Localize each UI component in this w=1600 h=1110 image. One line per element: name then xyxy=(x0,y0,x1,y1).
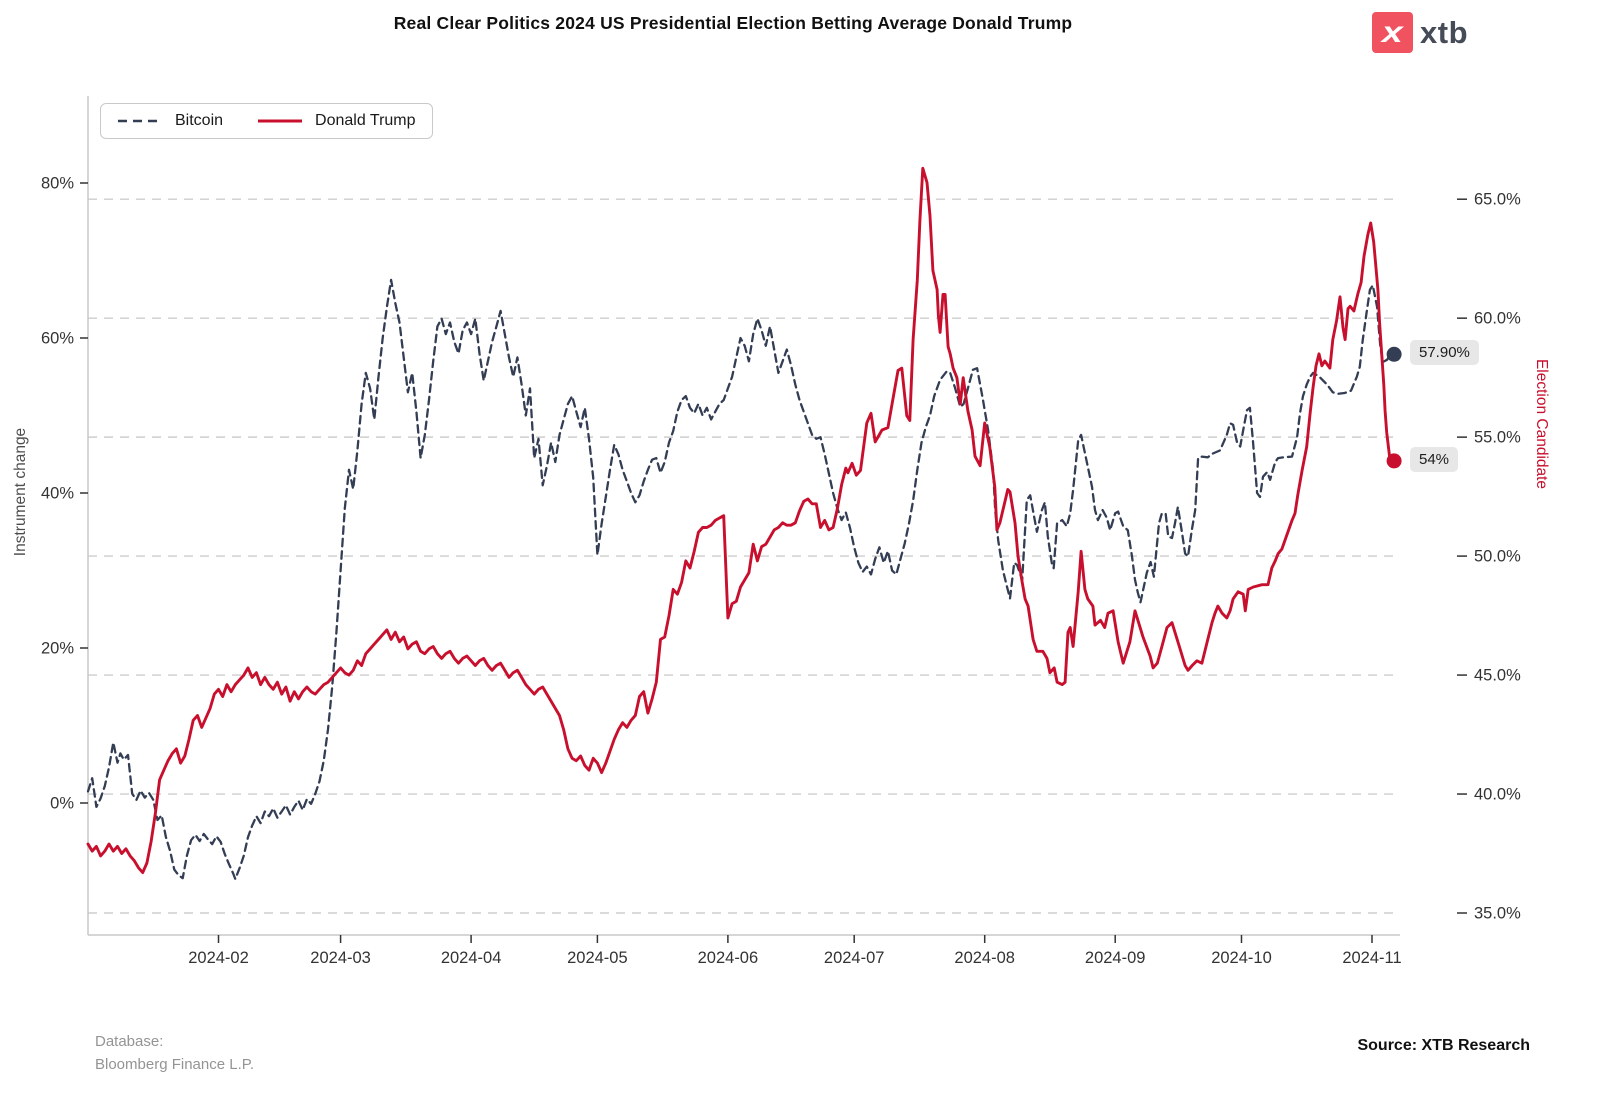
trump-solid-line-icon xyxy=(258,119,303,123)
left-tick-label: 20% xyxy=(41,640,74,658)
right-tick-label: 60.0% xyxy=(1474,310,1521,328)
legend-item-bitcoin: Bitcoin xyxy=(117,112,223,130)
x-tick-label: 2024-02 xyxy=(188,949,249,967)
x-tick-label: 2024-08 xyxy=(954,949,1015,967)
right-tick-label: 45.0% xyxy=(1474,667,1521,685)
left-tick-label: 60% xyxy=(41,330,74,348)
right-tick-label: 65.0% xyxy=(1474,191,1521,209)
left-tick-label: 80% xyxy=(41,175,74,193)
x-tick-label: 2024-05 xyxy=(567,949,628,967)
x-tick-label: 2024-03 xyxy=(310,949,371,967)
x-tick-label: 2024-06 xyxy=(698,949,759,967)
trump-line xyxy=(86,166,1392,875)
xtb-logo: x xtb xyxy=(1372,12,1468,53)
right-tick-label: 50.0% xyxy=(1474,548,1521,566)
x-tick-label: 2024-09 xyxy=(1085,949,1146,967)
left-tick-label: 0% xyxy=(50,795,74,813)
x-tick-label: 2024-07 xyxy=(824,949,885,967)
legend-label-trump: Donald Trump xyxy=(315,112,416,129)
bitcoin-end-dot xyxy=(1386,346,1402,362)
right-axis-title: Election Candidate xyxy=(1533,358,1550,490)
bitcoin-line xyxy=(86,278,1392,881)
xtb-logo-icon: x xyxy=(1372,12,1413,53)
xtb-logo-text: xtb xyxy=(1420,14,1468,50)
left-axis-title: Instrument change xyxy=(12,427,29,557)
x-tick-label: 2024-10 xyxy=(1211,949,1272,967)
legend-item-trump: Donald Trump xyxy=(257,112,416,130)
legend-label-bitcoin: Bitcoin xyxy=(175,112,224,129)
bitcoin-end-value-annotation: 57.90% xyxy=(1410,340,1479,366)
bitcoin-dashed-line-icon xyxy=(118,119,162,123)
right-tick-label: 55.0% xyxy=(1474,429,1521,447)
database-label: Database: xyxy=(95,1033,164,1050)
x-tick-label: 2024-04 xyxy=(441,949,502,967)
legend: Bitcoin Donald Trump xyxy=(100,103,433,139)
xtb-logo-glyph: x xyxy=(1382,15,1403,49)
left-tick-label: 40% xyxy=(41,485,74,503)
database-note: Database: Bloomberg Finance L.P. xyxy=(95,1030,254,1077)
source-note: Source: XTB Research xyxy=(1357,1037,1530,1054)
database-value: Bloomberg Finance L.P. xyxy=(95,1056,254,1074)
x-tick-label: 2024-11 xyxy=(1342,949,1401,967)
chart-title: Real Clear Politics 2024 US Presidential… xyxy=(393,13,1073,33)
right-tick-label: 35.0% xyxy=(1474,905,1521,923)
right-tick-label: 40.0% xyxy=(1474,786,1521,804)
trump-end-value-annotation: 54% xyxy=(1410,446,1459,472)
trump-end-dot xyxy=(1386,453,1402,469)
